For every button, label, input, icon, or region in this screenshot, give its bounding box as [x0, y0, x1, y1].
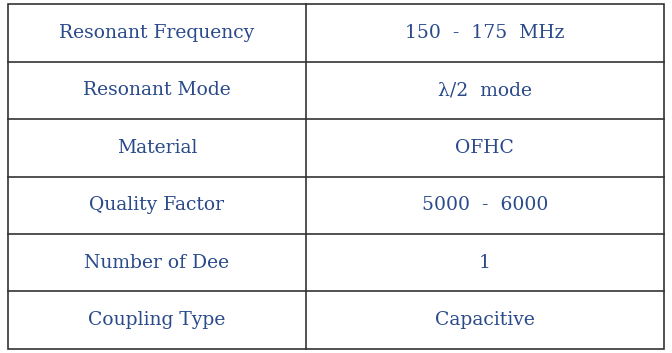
Text: λ/2  mode: λ/2 mode: [438, 82, 532, 99]
Text: Number of Dee: Number of Dee: [85, 254, 229, 271]
Text: OFHC: OFHC: [456, 139, 514, 157]
Text: 1: 1: [479, 254, 491, 271]
Text: 150  -  175  MHz: 150 - 175 MHz: [405, 24, 564, 42]
Text: 5000  -  6000: 5000 - 6000: [421, 196, 548, 214]
Text: Material: Material: [117, 139, 197, 157]
Text: Quality Factor: Quality Factor: [89, 196, 224, 214]
Text: Resonant Frequency: Resonant Frequency: [59, 24, 255, 42]
Text: Resonant Mode: Resonant Mode: [83, 82, 230, 99]
Text: Coupling Type: Coupling Type: [88, 311, 226, 329]
Text: Capacitive: Capacitive: [435, 311, 535, 329]
